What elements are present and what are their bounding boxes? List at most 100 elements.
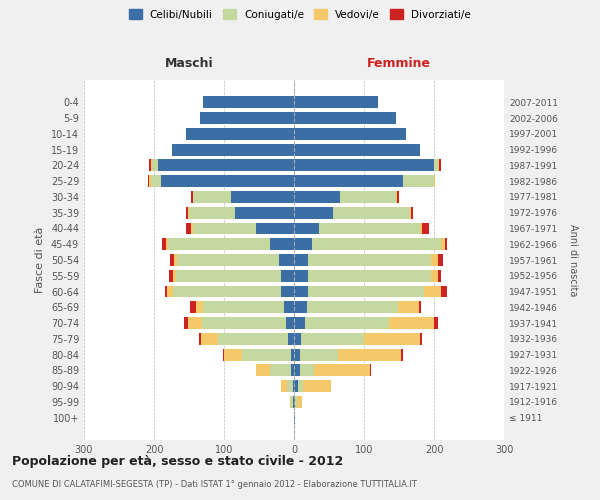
Bar — [284, 302, 294, 313]
Text: Maschi: Maschi — [164, 57, 214, 70]
Bar — [185, 222, 191, 234]
Bar — [338, 348, 401, 360]
Bar — [294, 317, 305, 329]
Bar — [403, 175, 434, 187]
Bar — [149, 175, 151, 187]
Bar — [294, 222, 319, 234]
Bar — [168, 238, 269, 250]
Bar — [370, 364, 371, 376]
Bar — [294, 207, 332, 218]
Bar — [299, 348, 338, 360]
Text: Popolazione per età, sesso e stato civile - 2012: Popolazione per età, sesso e stato civil… — [12, 455, 343, 468]
Bar — [203, 302, 284, 313]
Bar — [201, 333, 218, 345]
Bar — [235, 207, 294, 218]
Bar — [290, 396, 291, 408]
Bar — [294, 348, 299, 360]
Bar — [188, 317, 202, 329]
Bar — [398, 302, 419, 313]
Bar — [294, 254, 308, 266]
Bar — [401, 348, 403, 360]
Bar — [431, 270, 437, 281]
Bar — [294, 112, 395, 124]
Bar — [167, 286, 173, 298]
Bar — [441, 238, 445, 250]
Bar — [301, 333, 364, 345]
Bar — [278, 254, 294, 266]
Y-axis label: Fasce di età: Fasce di età — [35, 227, 45, 293]
Bar — [193, 222, 256, 234]
Bar — [434, 175, 436, 187]
Text: COMUNE DI CALATAFIMI-SEGESTA (TP) - Dati ISTAT 1° gennaio 2012 - Elaborazione TU: COMUNE DI CALATAFIMI-SEGESTA (TP) - Dati… — [12, 480, 417, 489]
Bar — [293, 380, 294, 392]
Bar — [294, 191, 340, 203]
Bar — [190, 302, 196, 313]
Bar — [148, 175, 149, 187]
Bar — [420, 333, 422, 345]
Bar — [445, 238, 446, 250]
Bar — [294, 128, 406, 140]
Bar — [434, 160, 437, 172]
Bar — [289, 333, 294, 345]
Bar — [439, 160, 441, 172]
Bar — [422, 222, 429, 234]
Bar — [173, 286, 281, 298]
Bar — [299, 364, 314, 376]
Bar — [294, 396, 295, 408]
Bar — [157, 160, 294, 172]
Bar — [191, 191, 193, 203]
Bar — [231, 191, 294, 203]
Bar — [297, 396, 302, 408]
Bar — [311, 238, 441, 250]
Bar — [294, 412, 295, 424]
Bar — [305, 317, 389, 329]
Bar — [256, 222, 294, 234]
Bar — [193, 191, 231, 203]
Legend: Celibi/Nubili, Coniugati/e, Vedovi/e, Divorziati/e: Celibi/Nubili, Coniugati/e, Vedovi/e, Di… — [125, 5, 475, 24]
Bar — [298, 380, 303, 392]
Bar — [389, 317, 434, 329]
Bar — [151, 160, 152, 172]
Bar — [161, 175, 294, 187]
Bar — [340, 191, 395, 203]
Bar — [176, 270, 281, 281]
Bar — [184, 317, 188, 329]
Bar — [241, 348, 290, 360]
Text: Anni di nascita: Anni di nascita — [568, 224, 578, 296]
Bar — [165, 286, 167, 298]
Bar — [151, 175, 161, 187]
Bar — [294, 238, 311, 250]
Bar — [319, 222, 420, 234]
Bar — [185, 207, 188, 218]
Bar — [177, 254, 278, 266]
Bar — [290, 364, 294, 376]
Bar — [303, 380, 331, 392]
Bar — [308, 270, 431, 281]
Bar — [437, 254, 443, 266]
Bar — [170, 254, 173, 266]
Bar — [191, 222, 193, 234]
Bar — [307, 302, 398, 313]
Bar — [166, 238, 168, 250]
Bar — [395, 191, 397, 203]
Bar — [218, 333, 289, 345]
Bar — [295, 396, 297, 408]
Bar — [188, 207, 189, 218]
Bar — [290, 348, 294, 360]
Bar — [411, 207, 413, 218]
Bar — [294, 175, 403, 187]
Bar — [420, 222, 422, 234]
Bar — [185, 128, 294, 140]
Bar — [287, 380, 293, 392]
Bar — [294, 333, 301, 345]
Bar — [314, 364, 370, 376]
Bar — [291, 396, 293, 408]
Bar — [152, 160, 157, 172]
Bar — [173, 254, 177, 266]
Bar — [424, 286, 441, 298]
Bar — [169, 270, 173, 281]
Bar — [293, 396, 294, 408]
Bar — [294, 302, 307, 313]
Bar — [203, 96, 294, 108]
Bar — [202, 317, 286, 329]
